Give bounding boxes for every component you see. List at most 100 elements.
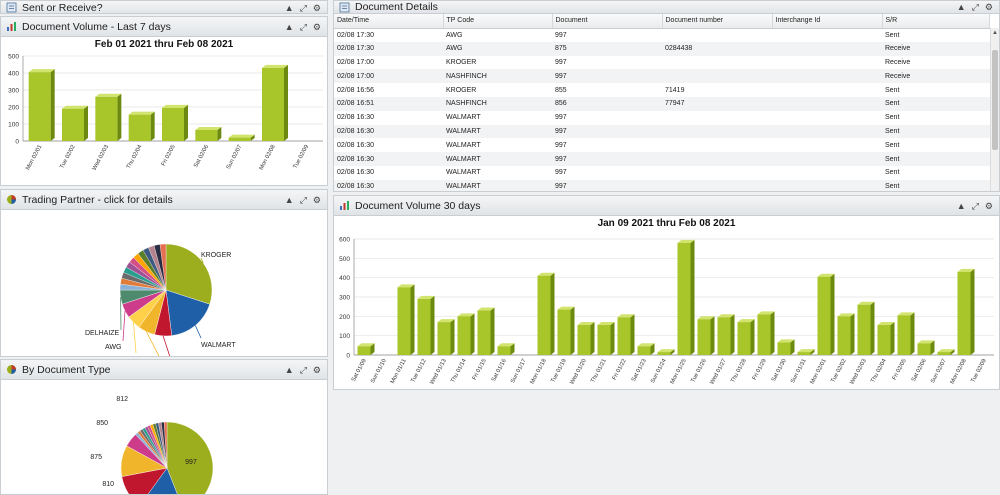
bar-front bbox=[397, 287, 411, 355]
table-row[interactable]: 02/08 16:30 WALMART 997 Sent bbox=[334, 152, 990, 166]
collapse-icon[interactable]: ▲ bbox=[284, 2, 294, 13]
column-header[interactable]: TP Code bbox=[443, 14, 553, 29]
table-row[interactable]: 02/08 16:30 WALMART 997 Sent bbox=[334, 138, 990, 152]
bar-top bbox=[437, 319, 455, 323]
panel-title: Document Volume - Last 7 days bbox=[22, 20, 171, 33]
table-cell: 997 bbox=[552, 152, 662, 166]
bar bbox=[937, 349, 955, 355]
bar-top bbox=[837, 313, 855, 317]
table-cell: WALMART bbox=[443, 124, 552, 139]
table-cell bbox=[662, 28, 772, 42]
table-row[interactable]: 02/08 16:30 WALMART 997 Sent bbox=[334, 124, 990, 139]
gear-icon[interactable]: ⚙ bbox=[312, 364, 321, 375]
table-row[interactable]: 02/08 16:51 NASHFINCH 856 77947 Sent bbox=[334, 96, 990, 111]
x-tick-label: Sun 02/07 bbox=[930, 358, 948, 384]
gear-icon[interactable]: ⚙ bbox=[312, 2, 321, 13]
table-row[interactable]: 02/08 17:00 NASHFINCH 997 Receive bbox=[334, 69, 990, 84]
column-header[interactable]: Document number bbox=[662, 14, 773, 29]
collapse-icon[interactable]: ▲ bbox=[284, 364, 294, 375]
bar bbox=[737, 319, 755, 355]
pie-chart-icon bbox=[5, 364, 17, 376]
collapse-icon[interactable]: ▲ bbox=[284, 194, 294, 205]
table-cell bbox=[772, 41, 882, 56]
bar bbox=[837, 313, 855, 355]
bar-front bbox=[917, 343, 931, 355]
gear-icon[interactable]: ⚙ bbox=[312, 21, 321, 32]
table-cell bbox=[662, 124, 772, 139]
bar bbox=[577, 322, 595, 355]
collapse-icon[interactable]: ▲ bbox=[956, 200, 966, 211]
expand-icon[interactable]: ⤢ bbox=[971, 2, 979, 12]
scroll-thumb[interactable] bbox=[992, 50, 998, 150]
x-tick-label: Mon 02/08 bbox=[259, 144, 277, 171]
x-tick-label: Tue 02/02 bbox=[830, 358, 847, 384]
expand-icon[interactable]: ⤢ bbox=[971, 200, 979, 211]
table-cell: Sent bbox=[885, 169, 900, 177]
table-cell: 855 bbox=[555, 86, 567, 94]
bar-top bbox=[937, 349, 955, 353]
table-row[interactable]: 02/08 17:30 AWG 875 0284438 Receive bbox=[334, 41, 990, 56]
bar-top bbox=[597, 322, 615, 326]
table-row[interactable]: 02/08 16:30 WALMART 997 Sent bbox=[334, 111, 990, 125]
table-cell: 997 bbox=[555, 31, 567, 39]
expand-icon[interactable]: ⤢ bbox=[299, 364, 307, 375]
collapse-icon[interactable]: ▲ bbox=[284, 21, 294, 32]
bar-top bbox=[497, 343, 515, 347]
bar bbox=[657, 349, 675, 355]
bar-side bbox=[810, 349, 815, 355]
bar bbox=[957, 268, 975, 355]
bar-front bbox=[497, 346, 511, 355]
bar-top bbox=[777, 339, 795, 343]
table-cell: 02/08 17:30 bbox=[337, 31, 374, 39]
y-tick-label: 100 bbox=[8, 122, 19, 129]
volume30-panel: Document Volume 30 days ▲ ⤢ ⚙ Jan 09 202… bbox=[333, 195, 1000, 390]
y-tick-label: 100 bbox=[339, 333, 350, 340]
table-row[interactable]: 02/08 16:56 KROGER 855 71419 Sent bbox=[334, 83, 990, 97]
table-row[interactable]: 02/08 16:30 WALMART 997 Sent bbox=[334, 166, 990, 180]
x-tick-label: Sat 02/06 bbox=[911, 358, 928, 383]
bar-side bbox=[84, 105, 88, 141]
bar-side bbox=[670, 349, 675, 355]
table-cell: 71419 bbox=[665, 86, 685, 94]
bar-top bbox=[457, 313, 475, 317]
bar bbox=[417, 295, 435, 355]
collapse-icon[interactable]: ▲ bbox=[956, 2, 966, 12]
document-type-pie[interactable]: 997 810 875 850 812 bbox=[1, 380, 327, 494]
bar-top bbox=[62, 105, 88, 109]
table-row[interactable]: 02/08 17:00 KROGER 997 Receive bbox=[334, 56, 990, 70]
table-cell: KROGER bbox=[446, 86, 477, 94]
bar-front bbox=[797, 352, 811, 355]
leader-line bbox=[133, 322, 137, 354]
table-cell: WALMART bbox=[443, 152, 552, 166]
table-row[interactable]: 02/08 16:30 WALMART 997 Sent bbox=[334, 179, 990, 191]
bar bbox=[677, 239, 695, 355]
gear-icon[interactable]: ⚙ bbox=[312, 194, 321, 205]
bar-top bbox=[477, 307, 495, 311]
gear-icon[interactable]: ⚙ bbox=[984, 200, 993, 211]
table-cell: 02/08 16:30 bbox=[337, 169, 374, 177]
bar-side bbox=[450, 319, 455, 355]
expand-icon[interactable]: ⤢ bbox=[299, 194, 307, 205]
column-header[interactable]: Document bbox=[552, 14, 663, 29]
column-header[interactable]: S/R bbox=[882, 14, 990, 29]
column-header[interactable]: Date/Time bbox=[334, 14, 444, 29]
table-cell: Sent bbox=[882, 179, 990, 191]
table-row[interactable]: 02/08 17:30 AWG 997 Sent bbox=[334, 28, 990, 42]
column-header[interactable]: Interchange Id bbox=[772, 14, 883, 29]
bar-side bbox=[870, 301, 875, 355]
document-icon bbox=[5, 2, 17, 14]
trading-partner-pie[interactable]: KROGERWALMARTALDISUPERVALUNASHFINCHAWGDE… bbox=[1, 210, 327, 356]
gear-icon[interactable]: ⚙ bbox=[984, 2, 993, 12]
volume7-panel: Document Volume - Last 7 days ▲ ⤢ ⚙ Feb … bbox=[0, 16, 328, 186]
expand-icon[interactable]: ⤢ bbox=[299, 21, 307, 32]
bar-top bbox=[28, 69, 55, 73]
scroll-up-icon[interactable]: ▲ bbox=[992, 30, 998, 36]
bar-chart-icon bbox=[338, 200, 350, 212]
bar bbox=[617, 314, 635, 355]
bar-side bbox=[790, 339, 795, 355]
leader-line bbox=[122, 310, 126, 342]
bar-front bbox=[128, 114, 151, 141]
details-scrollbar[interactable]: ▲ bbox=[990, 28, 999, 191]
expand-icon[interactable]: ⤢ bbox=[299, 2, 307, 13]
table-cell: AWG bbox=[443, 41, 552, 56]
